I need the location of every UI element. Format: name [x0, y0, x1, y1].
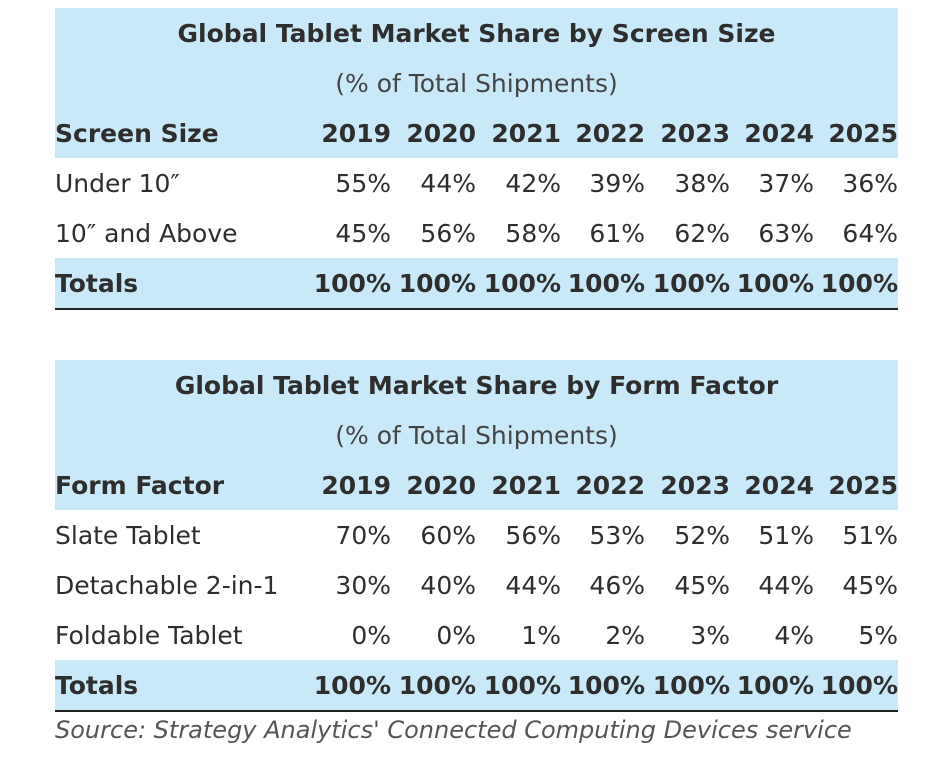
value-cell: 70% — [335, 520, 391, 550]
table-subtitle: (% of Total Shipments) — [55, 410, 898, 460]
value-cell: 1% — [521, 620, 561, 650]
table-row-label: Slate Tablet — [55, 520, 201, 550]
table-row-label: Under 10″ — [55, 168, 180, 198]
value-cell: 52% — [674, 520, 730, 550]
value-cell: 39% — [589, 168, 645, 198]
table-row: Foldable Tablet 0% 0% 1% 2% 3% 4% 5% — [55, 610, 898, 660]
value-cell: 64% — [842, 218, 898, 248]
value-cell: 44% — [505, 570, 561, 600]
value-cell: 5% — [858, 620, 898, 650]
value-cell: 0% — [436, 620, 476, 650]
value-cell: 53% — [589, 520, 645, 550]
value-cell: 58% — [505, 218, 561, 248]
value-cell: 0% — [351, 620, 391, 650]
total-cell: 100% — [736, 268, 814, 298]
table-title: Global Tablet Market Share by Form Facto… — [55, 360, 898, 410]
value-cell: 3% — [690, 620, 730, 650]
totals-row: Totals 100% 100% 100% 100% 100% 100% 100% — [55, 660, 898, 710]
total-cell: 100% — [398, 670, 476, 700]
total-cell: 100% — [313, 670, 391, 700]
value-cell: 56% — [420, 218, 476, 248]
value-cell: 44% — [420, 168, 476, 198]
table-row: Detachable 2-in-1 30% 40% 44% 46% 45% 44% 45% — [55, 560, 898, 610]
totals-row: Totals 100% 100% 100% 100% 100% 100% 100% — [55, 258, 898, 308]
form-factor-table: Global Tablet Market Share by Form Facto… — [55, 360, 898, 712]
value-cell: 55% — [335, 168, 391, 198]
total-cell: 100% — [567, 670, 645, 700]
year-header: 2024 — [744, 470, 814, 500]
year-header: 2025 — [828, 118, 898, 148]
value-cell: 45% — [335, 218, 391, 248]
year-header: 2023 — [660, 470, 730, 500]
total-cell: 100% — [398, 268, 476, 298]
value-cell: 62% — [674, 218, 730, 248]
value-cell: 30% — [335, 570, 391, 600]
value-cell: 37% — [758, 168, 814, 198]
totals-row-label: Totals — [55, 670, 139, 700]
total-cell: 100% — [313, 268, 391, 298]
year-header: 2022 — [575, 470, 645, 500]
value-cell: 45% — [842, 570, 898, 600]
value-cell: 45% — [674, 570, 730, 600]
year-header: 2020 — [406, 470, 476, 500]
total-cell: 100% — [820, 670, 898, 700]
total-cell: 100% — [736, 670, 814, 700]
total-cell: 100% — [820, 268, 898, 298]
table-title: Global Tablet Market Share by Screen Siz… — [55, 8, 898, 58]
total-cell: 100% — [483, 268, 561, 298]
header-row-label: Screen Size — [55, 118, 219, 148]
table-row: Slate Tablet 70% 60% 56% 53% 52% 51% 51% — [55, 510, 898, 560]
year-header: 2021 — [491, 118, 561, 148]
value-cell: 40% — [420, 570, 476, 600]
source-note: Source: Strategy Analytics' Connected Co… — [55, 716, 852, 744]
value-cell: 42% — [505, 168, 561, 198]
table-row-label: 10″ and Above — [55, 218, 238, 248]
bottom-rule — [55, 710, 898, 712]
value-cell: 51% — [758, 520, 814, 550]
table-subtitle: (% of Total Shipments) — [55, 58, 898, 108]
value-cell: 61% — [589, 218, 645, 248]
total-cell: 100% — [652, 670, 730, 700]
value-cell: 2% — [605, 620, 645, 650]
header-row: Screen Size 2019 2020 2021 2022 2023 2024 2025 — [55, 108, 898, 158]
value-cell: 4% — [774, 620, 814, 650]
value-cell: 36% — [842, 168, 898, 198]
year-header: 2019 — [321, 470, 391, 500]
value-cell: 46% — [589, 570, 645, 600]
year-header: 2021 — [491, 470, 561, 500]
year-header: 2025 — [828, 470, 898, 500]
bottom-rule — [55, 308, 898, 310]
screen-size-table: Global Tablet Market Share by Screen Siz… — [55, 8, 898, 310]
total-cell: 100% — [483, 670, 561, 700]
value-cell: 60% — [420, 520, 476, 550]
year-header: 2024 — [744, 118, 814, 148]
year-header: 2019 — [321, 118, 391, 148]
table-row-label: Detachable 2-in-1 — [55, 570, 279, 600]
year-header: 2022 — [575, 118, 645, 148]
value-cell: 51% — [842, 520, 898, 550]
value-cell: 38% — [674, 168, 730, 198]
totals-row-label: Totals — [55, 268, 139, 298]
value-cell: 63% — [758, 218, 814, 248]
year-header: 2020 — [406, 118, 476, 148]
table-row-label: Foldable Tablet — [55, 620, 243, 650]
year-header: 2023 — [660, 118, 730, 148]
header-row: Form Factor 2019 2020 2021 2022 2023 2024 2025 — [55, 460, 898, 510]
total-cell: 100% — [652, 268, 730, 298]
value-cell: 44% — [758, 570, 814, 600]
header-row-label: Form Factor — [55, 470, 225, 500]
total-cell: 100% — [567, 268, 645, 298]
table-row: 10″ and Above 45% 56% 58% 61% 62% 63% 64% — [55, 208, 898, 258]
table-row: Under 10″ 55% 44% 42% 39% 38% 37% 36% — [55, 158, 898, 208]
value-cell: 56% — [505, 520, 561, 550]
